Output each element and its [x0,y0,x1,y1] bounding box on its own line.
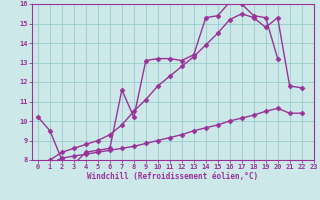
X-axis label: Windchill (Refroidissement éolien,°C): Windchill (Refroidissement éolien,°C) [87,172,258,181]
